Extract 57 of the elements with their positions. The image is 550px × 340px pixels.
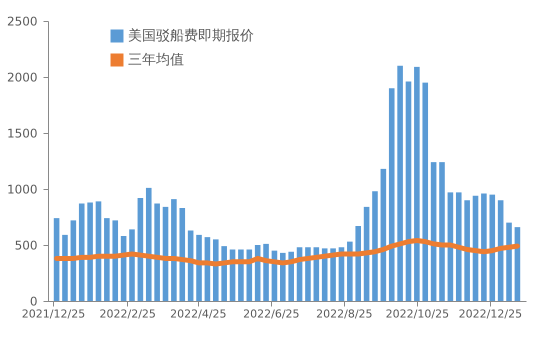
y-tick-label: 500 bbox=[14, 238, 38, 252]
bar bbox=[112, 220, 118, 301]
bar bbox=[498, 200, 504, 301]
bar bbox=[171, 199, 177, 301]
bar bbox=[372, 191, 378, 301]
bar bbox=[439, 162, 445, 301]
bar bbox=[364, 206, 370, 301]
bar bbox=[338, 247, 344, 301]
bar bbox=[414, 66, 420, 301]
bar bbox=[87, 202, 93, 301]
y-tick-label: 0 bbox=[30, 294, 38, 308]
bar bbox=[380, 168, 386, 301]
bar bbox=[62, 234, 68, 301]
bar bbox=[456, 192, 462, 301]
bar bbox=[422, 82, 428, 301]
y-tick-label: 1000 bbox=[6, 182, 38, 196]
bar bbox=[120, 236, 126, 301]
bar bbox=[430, 162, 436, 301]
x-tick-label: 2021/12/25 bbox=[22, 308, 86, 320]
y-tick-label: 2000 bbox=[6, 70, 38, 84]
bar bbox=[448, 192, 454, 301]
bar bbox=[138, 198, 144, 301]
bar bbox=[146, 188, 152, 301]
bar bbox=[347, 242, 353, 301]
y-tick-label: 2500 bbox=[6, 14, 38, 28]
x-tick-label: 2022/12/25 bbox=[458, 308, 522, 320]
legend-label: 三年均值 bbox=[128, 52, 184, 68]
x-tick-label: 2022/10/25 bbox=[386, 308, 450, 320]
x-tick-label: 2022/4/25 bbox=[170, 308, 227, 320]
x-tick-label: 2022/6/25 bbox=[243, 308, 300, 320]
bar bbox=[506, 222, 512, 301]
bar bbox=[204, 237, 210, 301]
bar bbox=[514, 227, 520, 301]
bar bbox=[179, 208, 186, 301]
bar bbox=[397, 66, 403, 301]
bar bbox=[154, 204, 160, 301]
bar bbox=[162, 206, 168, 301]
bar bbox=[464, 200, 470, 301]
bar bbox=[489, 194, 496, 301]
bar bbox=[472, 196, 478, 301]
bar bbox=[481, 193, 487, 301]
bar bbox=[355, 226, 362, 301]
bar bbox=[96, 201, 102, 301]
bar bbox=[406, 81, 412, 301]
bar bbox=[54, 218, 60, 301]
bar bbox=[212, 239, 219, 301]
x-tick-label: 2022/2/25 bbox=[100, 308, 156, 320]
bar bbox=[188, 230, 194, 301]
bar bbox=[196, 234, 202, 301]
bar bbox=[129, 229, 135, 301]
bar bbox=[388, 88, 395, 301]
bar bbox=[104, 218, 110, 301]
bar bbox=[70, 220, 76, 301]
legend-label: 美国驳船费即期报价 bbox=[128, 28, 254, 44]
y-tick-label: 1500 bbox=[6, 126, 38, 140]
x-tick-label: 2022/8/25 bbox=[316, 308, 373, 320]
bar bbox=[78, 204, 85, 301]
